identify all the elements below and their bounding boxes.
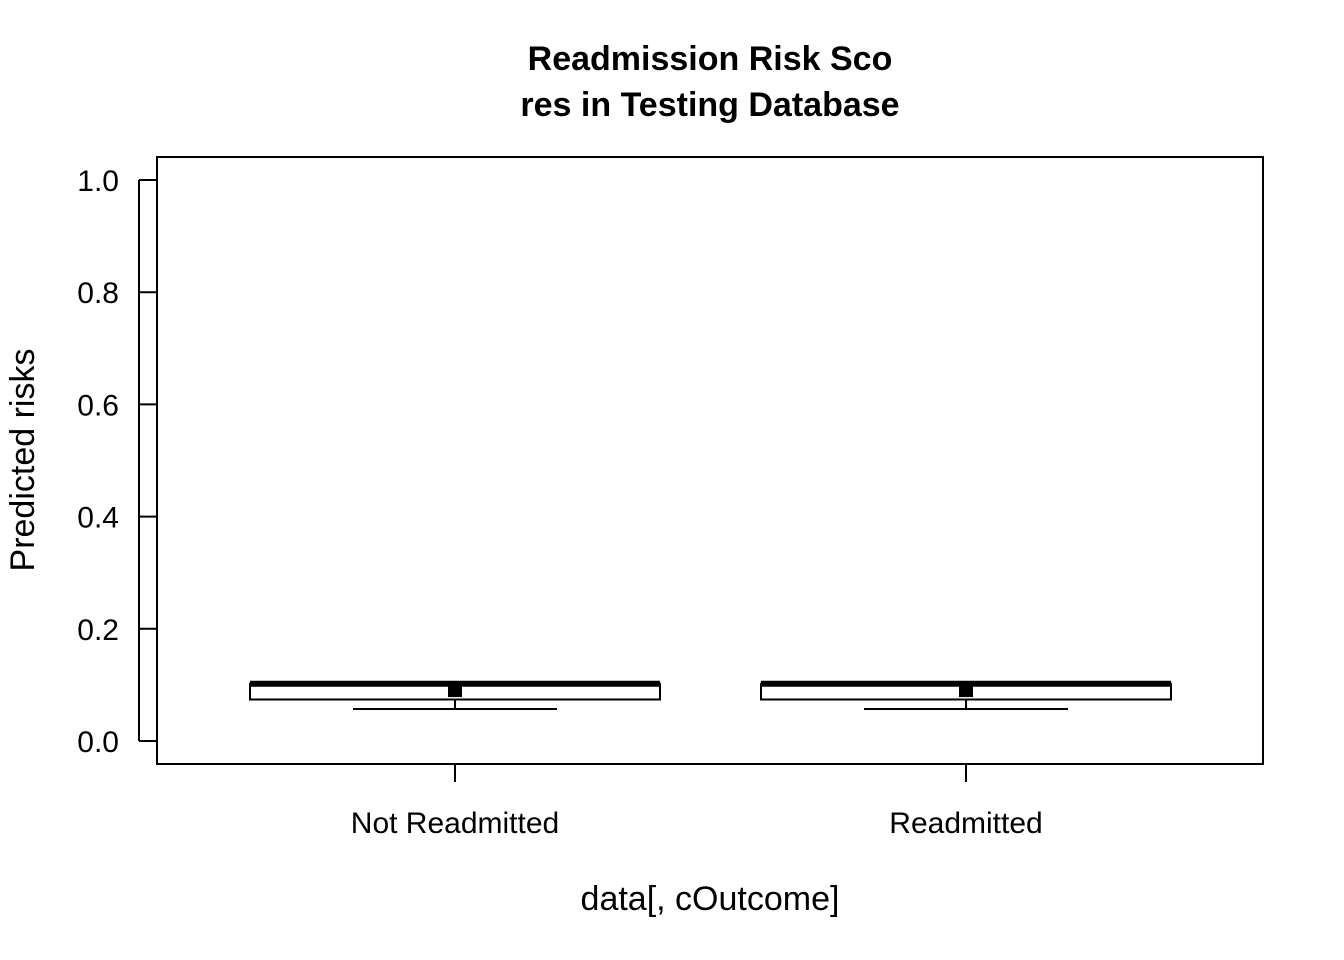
x-axis: Not Readmitted Readmitted <box>351 764 1043 840</box>
x-tick-label: Not Readmitted <box>351 807 559 840</box>
box-0 <box>249 680 661 711</box>
chart-title-line-1: Readmission Risk Sco <box>528 40 893 78</box>
y-tick-label: 1.0 <box>77 165 119 198</box>
boxes <box>249 680 1172 711</box>
chart-title-line-2: res in Testing Database <box>520 86 899 124</box>
mean-marker <box>959 685 973 698</box>
x-tick-label: Readmitted <box>889 807 1042 840</box>
y-tick-label: 0.4 <box>77 502 119 535</box>
mean-marker <box>448 685 462 698</box>
plot-frame <box>156 156 1264 765</box>
y-axis-label: Predicted risks <box>4 349 42 572</box>
y-tick-label: 0.8 <box>77 277 119 310</box>
x-axis-label: data[, cOutcome] <box>581 880 840 918</box>
y-tick-label: 0.2 <box>77 614 119 647</box>
y-axis: 0.0 0.2 0.4 0.6 0.8 1.0 <box>77 165 157 759</box>
box-1 <box>760 680 1172 711</box>
y-tick-label: 0.6 <box>77 389 119 422</box>
y-tick-label: 0.0 <box>77 726 119 759</box>
